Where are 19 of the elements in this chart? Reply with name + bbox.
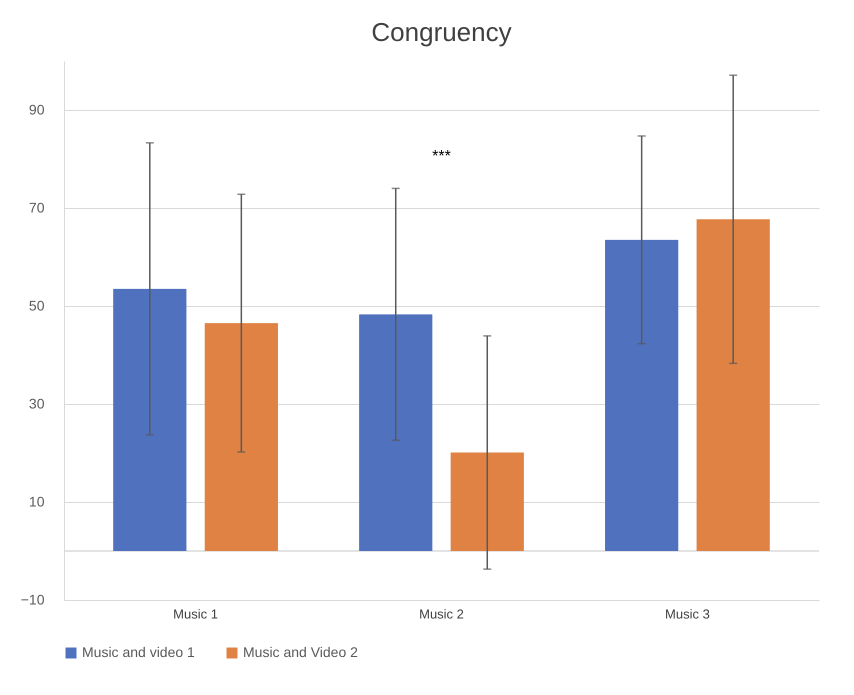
bar	[696, 219, 770, 551]
legend-label: Music and Video 2	[243, 644, 358, 660]
y-tick-label: −10	[20, 592, 45, 608]
legend-label: Music and video 1	[82, 644, 196, 660]
y-tick-label: 10	[28, 494, 45, 510]
bar	[113, 288, 186, 551]
annotation: ***	[432, 148, 451, 165]
bar	[359, 314, 432, 551]
chart-title: Congruency	[371, 17, 512, 47]
x-tick-label: Music 3	[665, 606, 710, 622]
x-tick-label: Music 1	[173, 606, 218, 622]
bar	[204, 323, 278, 551]
y-tick-label: 50	[28, 298, 45, 314]
y-tick-label: 70	[28, 200, 45, 216]
x-tick-label: Music 2	[419, 606, 464, 622]
bar	[605, 240, 678, 551]
bar	[450, 452, 524, 551]
y-tick-label: 90	[28, 102, 45, 118]
y-tick-label: 30	[28, 396, 45, 412]
